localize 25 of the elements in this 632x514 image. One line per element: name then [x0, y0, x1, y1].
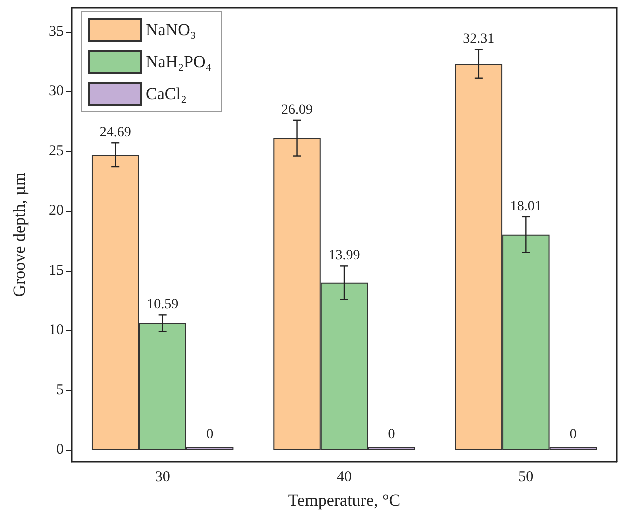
data-label: 0	[388, 428, 396, 443]
data-label: 0	[570, 428, 577, 443]
x-tick-label: 50	[518, 470, 534, 486]
data-label: 0	[206, 428, 214, 443]
y-tick-label: 20	[49, 203, 64, 220]
y-tick-label: 0	[56, 442, 64, 458]
data-label: 32.31	[463, 32, 495, 48]
legend-label: NaH₂PO₄	[146, 52, 212, 72]
y-tick-label: 35	[49, 24, 64, 40]
data-label: 10.59	[147, 298, 179, 313]
x-axis-title: Temperature, °C	[288, 491, 401, 510]
y-axis-title: Groove depth, µm	[10, 172, 29, 298]
y-tick-label: 25	[49, 143, 64, 160]
y-tick-label: 5	[56, 382, 64, 398]
data-label: 18.01	[510, 199, 542, 214]
data-label: 13.99	[328, 248, 360, 264]
data-label: 26.09	[282, 102, 314, 118]
x-tick-label: 30	[155, 470, 170, 486]
x-tick-label: 40	[337, 470, 352, 486]
y-tick-label: 10	[49, 322, 64, 339]
y-tick-label: 30	[49, 84, 64, 100]
legend-label: CaCl₂	[146, 84, 187, 104]
y-tick-label: 15	[49, 262, 64, 279]
data-label: 24.69	[100, 126, 132, 141]
legend-label: NaNO₃	[146, 20, 196, 40]
